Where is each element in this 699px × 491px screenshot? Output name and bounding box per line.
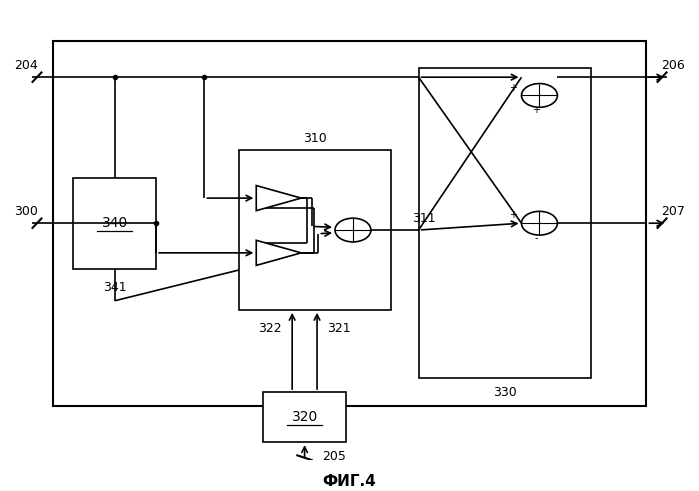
Text: 321: 321 (327, 322, 351, 335)
Text: -: - (534, 233, 538, 243)
Bar (419, 68, 591, 379)
Text: 206: 206 (661, 59, 684, 72)
Text: 207: 207 (661, 205, 684, 218)
Bar (73, 178, 156, 269)
Text: 204: 204 (15, 59, 38, 72)
Bar (52, 41, 647, 406)
Text: +: + (509, 211, 517, 220)
Bar (239, 150, 391, 310)
Polygon shape (257, 186, 301, 211)
Text: +: + (509, 82, 517, 93)
Text: 300: 300 (15, 205, 38, 218)
Text: 320: 320 (291, 410, 318, 424)
Circle shape (521, 211, 557, 235)
Text: 205: 205 (322, 450, 346, 464)
Text: 311: 311 (412, 212, 435, 225)
Circle shape (521, 83, 557, 108)
Bar (263, 392, 346, 442)
Text: 330: 330 (493, 385, 517, 399)
Circle shape (335, 218, 371, 242)
Text: ФИГ.4: ФИГ.4 (323, 474, 376, 489)
Text: 340: 340 (101, 216, 128, 230)
Text: 322: 322 (258, 322, 282, 335)
Polygon shape (257, 240, 301, 266)
Text: 310: 310 (303, 132, 327, 145)
Text: +: + (532, 106, 540, 115)
Text: 341: 341 (103, 280, 127, 294)
